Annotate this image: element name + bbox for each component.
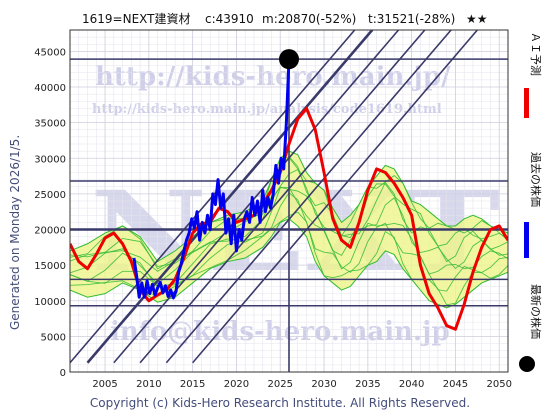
trend-line	[139, 30, 426, 364]
x-tick-label: 2020	[224, 379, 249, 390]
x-tick-label: 2035	[355, 379, 380, 390]
legend-past-label: 過去の株価	[529, 152, 543, 207]
trend-line	[113, 30, 400, 364]
x-tick-label: 2030	[311, 379, 336, 390]
y-tick-label: 20000	[34, 226, 66, 237]
header-m: m:20870(-52%)	[262, 12, 356, 26]
legend-ai-swatch	[524, 88, 529, 118]
x-tick-label: 2045	[443, 379, 468, 390]
x-tick-label: 2005	[92, 379, 117, 390]
x-tick-label: 2010	[136, 379, 161, 390]
y-tick-label: 25000	[34, 190, 66, 201]
forecast-strand-line	[70, 186, 508, 288]
plot-frame	[69, 29, 509, 373]
watermark-url: http://kids-hero.main.jp/	[95, 62, 451, 92]
y-tick-label: 30000	[34, 154, 66, 165]
generated-on-label: Generated on Monday 2026/1/5.	[8, 135, 22, 330]
copyright: Copyright (c) Kids-Hero Research Institu…	[90, 396, 470, 410]
latest-marker-layer	[279, 49, 299, 70]
y-tick-label: 0	[60, 368, 66, 379]
legend-past-swatch	[524, 222, 529, 258]
legend-latest-dot	[519, 356, 535, 372]
header-stars: ★★	[466, 12, 488, 26]
trend-line	[86, 30, 374, 364]
y-tick-label: 5000	[41, 332, 66, 343]
y-tick-label: 10000	[34, 297, 66, 308]
x-tick-label: 2050	[487, 379, 512, 390]
x-tick-label: 2025	[268, 379, 293, 390]
header-t: t:31521(-28%)	[368, 12, 455, 26]
series	[70, 59, 508, 331]
watermark-url-analysis: http://kids-hero.main.jp/analysis/code16…	[92, 102, 442, 117]
forecast-upper-line	[70, 150, 508, 263]
y-tick-label: 35000	[34, 119, 66, 130]
past-price-line	[132, 59, 291, 300]
x-axis: 2005 2010 2015 2020 2025 2030 2035 2040 2045 2050	[92, 379, 512, 390]
y-tick-label: 40000	[34, 83, 66, 94]
trend-lines	[70, 30, 478, 364]
trend-line	[165, 30, 452, 364]
legend: ＡＩ予測 過去の株価 最新の株価	[519, 32, 543, 372]
y-tick-label: 45000	[34, 47, 66, 58]
latest-price-marker	[279, 49, 299, 70]
x-tick-label: 2040	[399, 379, 424, 390]
legend-latest-label: 最新の株価	[529, 284, 543, 339]
header-close: c:43910	[205, 12, 254, 26]
legend-ai-label: ＡＩ予測	[529, 32, 543, 76]
y-tick-label: 15000	[34, 261, 66, 272]
level-lines	[70, 58, 508, 372]
x-tick-label: 2015	[180, 379, 205, 390]
trend-line	[192, 30, 478, 364]
header-ticker: 1619=NEXT建資材	[82, 12, 191, 26]
y-axis: 0 5000 10000 15000 20000 25000 30000 35000 40000…	[34, 47, 66, 379]
watermark-email: info@kids-hero.main.jp	[110, 317, 450, 347]
